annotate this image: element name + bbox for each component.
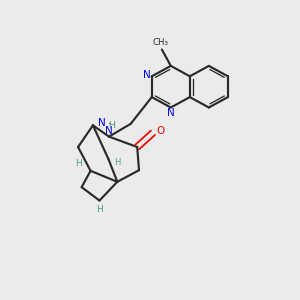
Text: ·: ·	[108, 119, 111, 129]
Text: H: H	[108, 122, 115, 130]
Text: CH₃: CH₃	[153, 38, 169, 46]
Text: H: H	[96, 205, 103, 214]
Text: N: N	[105, 126, 113, 136]
Text: N: N	[98, 118, 106, 128]
Text: N: N	[167, 108, 175, 118]
Text: H: H	[75, 160, 82, 169]
Text: N: N	[142, 70, 150, 80]
Text: H: H	[114, 158, 121, 167]
Text: O: O	[156, 126, 164, 136]
